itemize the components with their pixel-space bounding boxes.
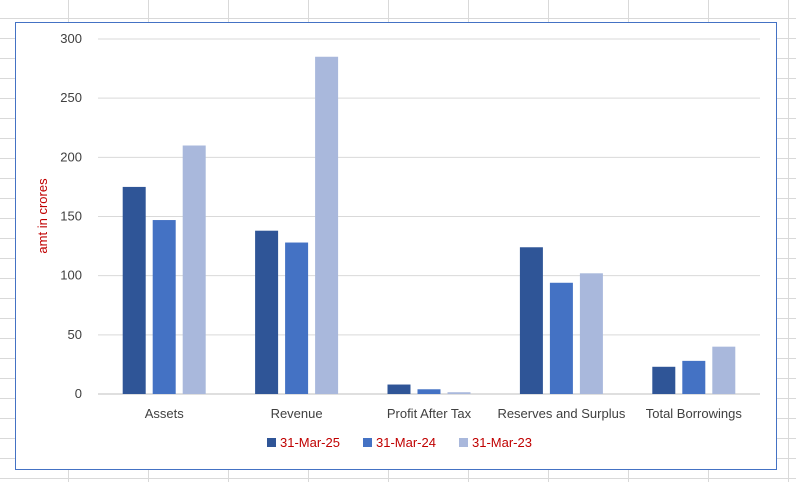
y-axis-ticks: 0 50 100 150 200 250 300 — [60, 31, 82, 401]
category-labels: Assets Revenue Profit After Tax Reserves an… — [145, 406, 743, 421]
y-tick-label: 250 — [60, 90, 82, 105]
bar[interactable] — [122, 186, 146, 394]
bar[interactable] — [182, 145, 206, 395]
bar[interactable] — [712, 346, 736, 394]
bar[interactable] — [447, 392, 471, 394]
y-tick-label: 150 — [60, 209, 82, 224]
bar[interactable] — [285, 242, 309, 394]
bar[interactable] — [579, 273, 603, 394]
bar[interactable] — [417, 389, 441, 394]
category-label: Total Borrowings — [646, 406, 743, 421]
legend-entry[interactable]: 31-Mar-23 — [472, 435, 532, 450]
category-label: Revenue — [271, 406, 323, 421]
y-tick-label: 100 — [60, 268, 82, 283]
bar[interactable] — [315, 56, 339, 394]
y-tick-label: 50 — [68, 327, 82, 342]
bar[interactable] — [652, 366, 676, 394]
bars — [122, 56, 736, 395]
legend-entry[interactable]: 31-Mar-25 — [280, 435, 340, 450]
legend-swatch — [459, 438, 468, 447]
bar[interactable] — [387, 384, 411, 394]
gridlines — [98, 38, 760, 395]
y-axis-label: amt in crores — [35, 178, 50, 254]
bar[interactable] — [519, 247, 543, 394]
bar[interactable] — [255, 230, 279, 394]
bar[interactable] — [549, 282, 573, 394]
y-tick-label: 200 — [60, 149, 82, 164]
legend: 31-Mar-25 31-Mar-24 31-Mar-23 — [267, 435, 532, 450]
y-tick-label: 0 — [75, 386, 82, 401]
legend-swatch — [363, 438, 372, 447]
legend-entry[interactable]: 31-Mar-24 — [376, 435, 436, 450]
legend-swatch — [267, 438, 276, 447]
category-label: Reserves and Surplus — [497, 406, 625, 421]
y-tick-label: 300 — [60, 31, 82, 46]
bar[interactable] — [682, 360, 706, 394]
bar[interactable] — [152, 220, 176, 394]
category-label: Profit After Tax — [387, 406, 472, 421]
category-label: Assets — [145, 406, 185, 421]
